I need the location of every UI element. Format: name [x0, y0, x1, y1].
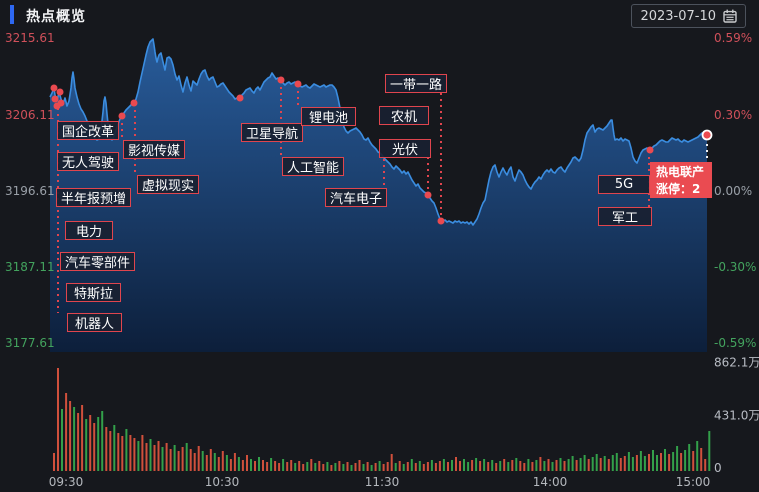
sector-label[interactable]: 军工	[598, 207, 652, 226]
sector-label[interactable]: 虚拟现实	[137, 175, 199, 194]
sector-label[interactable]: 人工智能	[282, 157, 344, 176]
limit-up-tooltip: 热电联产 涨停：2	[650, 162, 712, 198]
sector-label[interactable]: 农机	[379, 106, 429, 125]
connector-dashes	[57, 81, 708, 313]
sector-label[interactable]: 一带一路	[385, 74, 447, 93]
date-value: 2023-07-10	[640, 8, 716, 24]
volume-bars	[53, 368, 711, 471]
sector-label[interactable]: 特斯拉	[66, 283, 121, 302]
date-picker[interactable]: 2023-07-10	[631, 4, 746, 28]
sector-label[interactable]: 半年报预增	[56, 188, 131, 207]
price-line	[49, 38, 708, 226]
tooltip-limit-up-count: 涨停：2	[656, 182, 701, 196]
sector-label[interactable]: 机器人	[67, 313, 122, 332]
anchor-dots	[50, 76, 654, 225]
sector-label[interactable]: 国企改革	[57, 121, 119, 140]
tooltip-sector-name: 热电联产	[656, 165, 705, 179]
title-accent-bar	[10, 5, 14, 24]
sector-label[interactable]: 汽车电子	[325, 188, 387, 207]
sector-label[interactable]: 汽车零部件	[60, 252, 135, 271]
sector-label[interactable]: 5G	[598, 175, 650, 194]
page-title: 热点概览	[26, 9, 86, 25]
sector-label[interactable]: 无人驾驶	[57, 152, 119, 171]
sector-label[interactable]: 光伏	[379, 139, 431, 158]
sector-label[interactable]: 电力	[65, 221, 113, 240]
calendar-icon	[723, 9, 737, 23]
sector-label[interactable]: 影视传媒	[123, 140, 185, 159]
end-point-dot	[701, 129, 713, 141]
sector-label[interactable]: 锂电池	[301, 107, 356, 126]
sector-label[interactable]: 卫星导航	[241, 123, 303, 142]
